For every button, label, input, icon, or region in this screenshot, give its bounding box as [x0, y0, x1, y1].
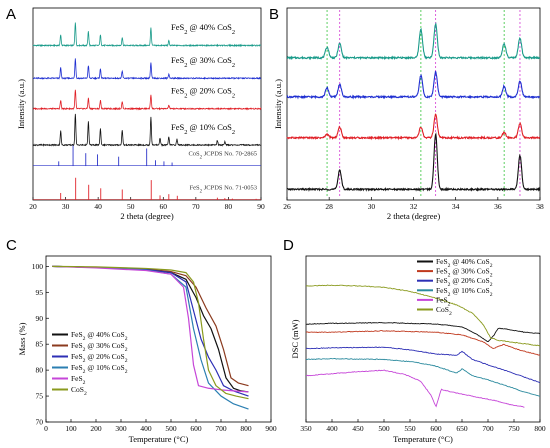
panel-c-xtick-label: 0 — [44, 424, 48, 433]
panel-letter-a: A — [6, 6, 16, 23]
panel-a-series-label: FeS2 @ 40% CoS2 — [171, 22, 235, 36]
panel-d-legend-label: FeS2 @ 30% CoS2 — [436, 267, 493, 279]
panel-c-ytick-label: 100 — [32, 262, 44, 271]
panel-a-xlabel: 2 theta (degree) — [120, 211, 173, 221]
panel-d-xtick-label: 550 — [404, 424, 416, 433]
panel-c-legend-label: FeS2 — [71, 374, 86, 386]
panel-d-xtick-label: 600 — [430, 424, 442, 433]
panel-b-xtick-label: 36 — [494, 202, 502, 211]
panel-a-xtick-label: 20 — [29, 202, 37, 211]
panel-b-xtick-label: 30 — [368, 202, 376, 211]
panel-a-series-line — [32, 22, 262, 48]
panel-letter-b: B — [269, 6, 279, 23]
panel-d-series-line — [305, 369, 525, 408]
panel-d-series-line — [305, 346, 541, 384]
panel-a-reference-label: FeS2 JCPDS No. 71-0053 — [190, 184, 257, 194]
panel-a-xtick-label: 80 — [225, 202, 233, 211]
panel-c-xtick-label: 100 — [65, 424, 77, 433]
panel-d-xtick-label: 450 — [352, 424, 364, 433]
panel-c-ytick-label: 85 — [36, 340, 44, 349]
panel-a-ylabel: Intensity (a.u.) — [16, 79, 26, 129]
panel-c-xtick-label: 800 — [240, 424, 252, 433]
panel-d-legend-label: FeS2 @ 10% CoS2 — [436, 286, 493, 298]
panel-c-xtick-label: 200 — [90, 424, 102, 433]
panel-c-legend-label: FeS2 @ 30% CoS2 — [71, 341, 128, 353]
panel-d-series-line — [305, 322, 541, 343]
panel-c-tga-chart: 0 100 200 300 400 500 600 700 800 900 70 75 80 85 90 95… — [17, 255, 277, 444]
panel-b-xlabel: 2 theta (degree) — [387, 211, 440, 221]
panel-c-xtick-label: 300 — [115, 424, 127, 433]
panel-a-xtick-label: 90 — [257, 202, 265, 211]
panel-b-xtick-label: 38 — [536, 202, 544, 211]
panel-a-xtick-label: 30 — [62, 202, 70, 211]
panel-letter-c: C — [6, 237, 17, 254]
panel-b-xtick-label: 34 — [452, 202, 460, 211]
panel-d-ylabel: DSC (mW) — [290, 319, 300, 358]
panel-c-xtick-label: 900 — [265, 424, 277, 433]
panel-a-xrd-chart: 20 30 40 50 60 70 80 90 CoS2 JCPDS No. 70-2865 Fe… — [16, 7, 265, 221]
panel-a-xtick-label: 60 — [160, 202, 168, 211]
panel-a-series-line — [32, 58, 262, 81]
panel-b-xtick-label: 28 — [325, 202, 333, 211]
panel-c-ytick-label: 95 — [36, 288, 44, 297]
panel-d-xtick-label: 400 — [326, 424, 338, 433]
panel-a-series-label: FeS2 @ 20% CoS2 — [171, 85, 235, 99]
panel-d-xlabel: Temperature (°C) — [393, 434, 453, 444]
panel-d-xtick-label: 800 — [534, 424, 546, 433]
panel-d-dsc-chart: 350 400 450 500 550 600 650 700 750 800 FeS2 @ 40%… — [290, 255, 546, 444]
panel-letter-d: D — [283, 237, 294, 254]
panel-c-ytick-label: 75 — [36, 392, 44, 401]
panel-d-legend-label: FeS2 @ 40% CoS2 — [436, 257, 493, 269]
panel-a-series-label: FeS2 @ 10% CoS2 — [171, 122, 235, 136]
panel-d-xtick-label: 650 — [456, 424, 468, 433]
panel-d-legend-label: FeS2 @ 20% CoS2 — [436, 276, 493, 288]
panel-c-legend-label: FeS2 @ 20% CoS2 — [71, 352, 128, 364]
panel-b-xtick-label: 32 — [410, 202, 418, 211]
panel-d-legend-label: FeS2 — [436, 295, 451, 307]
panel-a-xtick-label: 40 — [94, 202, 102, 211]
panel-a-reference-label: CoS2 JCPDS No. 70-2865 — [188, 151, 257, 161]
panel-c-xtick-label: 500 — [165, 424, 177, 433]
panel-b-series-line — [286, 113, 541, 141]
panel-c-legend-label: FeS2 @ 10% CoS2 — [71, 363, 128, 375]
panel-b-series-line — [286, 70, 541, 100]
panel-c-xtick-label: 400 — [140, 424, 152, 433]
panel-d-xtick-label: 350 — [300, 424, 312, 433]
panel-c-legend-label: CoS2 — [71, 385, 87, 397]
panel-d-frame — [305, 255, 541, 423]
panel-d-series-line — [305, 330, 541, 356]
panel-a-series-line — [32, 89, 262, 111]
panel-c-frame — [45, 255, 272, 423]
panel-d-series-line — [305, 284, 541, 347]
panel-c-ylabel: Mass (%) — [17, 322, 27, 355]
panel-c-ytick-label: 80 — [36, 366, 44, 375]
panel-b-series-line — [286, 132, 541, 192]
panel-a-series-line — [32, 113, 262, 147]
panel-d-xtick-label: 700 — [482, 424, 494, 433]
panel-d-xtick-label: 500 — [378, 424, 390, 433]
panel-c-xtick-label: 700 — [215, 424, 227, 433]
panel-b-ylabel: Intensity (a.u.) — [273, 79, 283, 129]
panel-a-frame — [32, 7, 262, 201]
panel-b-xrd-zoom-chart: 26 28 30 32 34 36 38 Intensity (a.u.) 2 theta (d… — [273, 7, 544, 221]
panel-d-legend-label: CoS2 — [436, 305, 452, 317]
panel-b-frame — [286, 7, 541, 201]
panel-d-series-line — [305, 358, 541, 397]
panel-c-ytick-label: 90 — [36, 314, 44, 323]
panel-a-series-label: FeS2 @ 30% CoS2 — [171, 55, 235, 69]
panel-c-ytick-label: 70 — [36, 418, 44, 427]
panel-c-xtick-label: 600 — [190, 424, 202, 433]
panel-c-series-line — [52, 265, 249, 393]
panel-b-series-line — [286, 22, 541, 61]
panel-b-xtick-label: 26 — [283, 202, 291, 211]
panel-a-xtick-label: 70 — [192, 202, 200, 211]
panel-a-xtick-label: 50 — [127, 202, 135, 211]
panel-c-legend-label: FeS2 @ 40% CoS2 — [71, 330, 128, 342]
panel-c-series-line — [52, 265, 249, 400]
panel-c-xlabel: Temperature (°C) — [129, 434, 189, 444]
panel-d-xtick-label: 750 — [508, 424, 520, 433]
